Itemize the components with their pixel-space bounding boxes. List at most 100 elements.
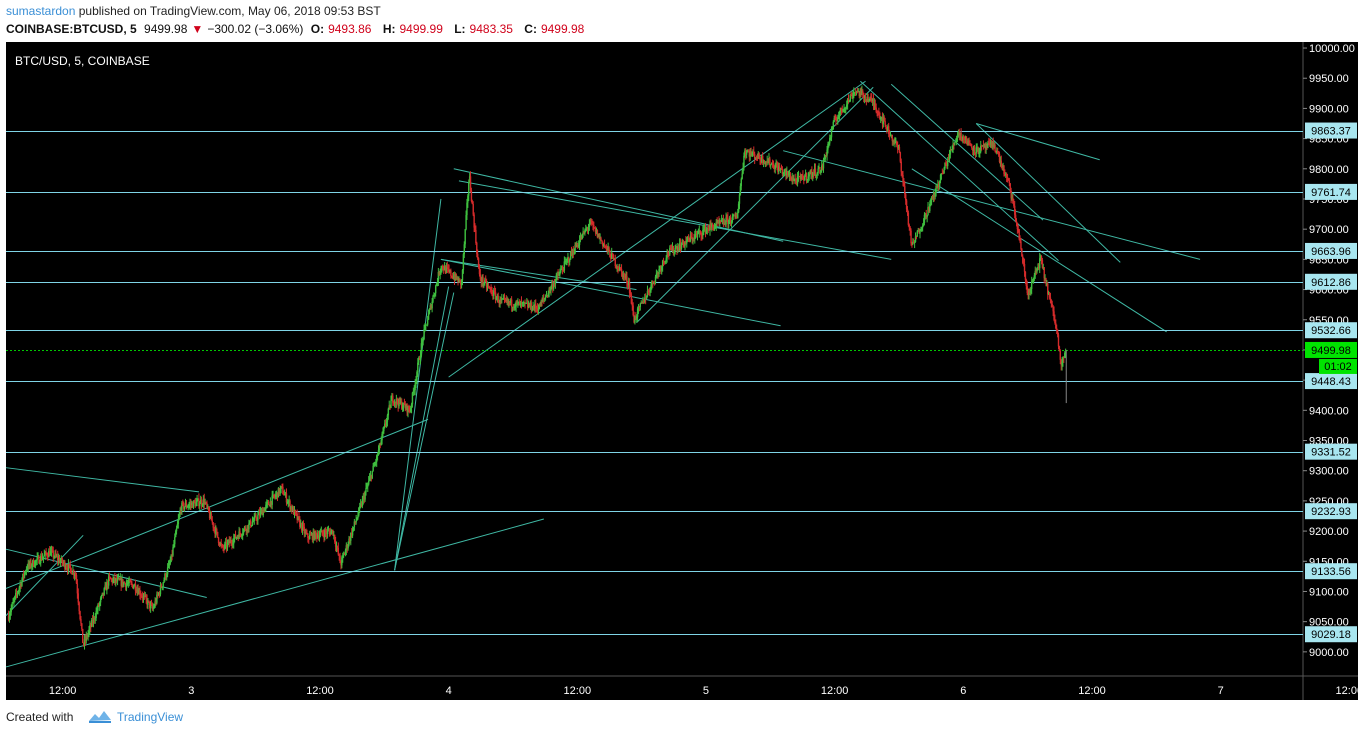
candle-body (707, 228, 709, 230)
candle-body (221, 544, 223, 547)
candle-body (451, 275, 453, 277)
candle-body (865, 99, 868, 102)
candle-body (648, 291, 650, 293)
candle-body (342, 554, 345, 556)
candle-body (624, 276, 626, 278)
candle-body (760, 159, 762, 162)
candle-body (67, 564, 70, 571)
candle-body (283, 494, 286, 496)
price-chart[interactable]: BTC/USD, 5, COINBASE 10000.00 9950.00 9900… (0, 42, 1372, 700)
chart-footer: Created with TradingView (0, 700, 1372, 735)
candle-body (948, 154, 951, 160)
candle-body (300, 523, 303, 531)
candle-body (762, 161, 765, 163)
candle-body (800, 174, 802, 179)
candle-body (142, 595, 145, 599)
candle-body (82, 628, 84, 644)
candle-body (972, 145, 975, 151)
candle-body (840, 107, 843, 110)
candle-body (347, 544, 349, 549)
candle-body (554, 279, 557, 285)
candle-body (882, 117, 885, 124)
candle-body (236, 536, 239, 538)
candle-body (722, 219, 725, 224)
candle-body (120, 578, 122, 586)
candle-body (980, 145, 982, 153)
candle-body (690, 235, 692, 237)
candle-body (437, 271, 440, 283)
candle-body (920, 230, 922, 232)
candle-body (889, 135, 892, 137)
candle-body (784, 170, 786, 172)
candle-body (343, 554, 346, 556)
candle-body (194, 502, 197, 507)
candle-body (779, 166, 781, 170)
candle-body (640, 302, 642, 304)
candle-body (430, 305, 432, 309)
candle-body (512, 306, 515, 308)
candle-body (216, 531, 219, 538)
candle-body (217, 537, 220, 543)
candle-body (689, 235, 692, 242)
candle-body (191, 502, 193, 505)
candle-body (1001, 166, 1003, 168)
candle-body (152, 607, 155, 609)
candle-body (107, 576, 110, 586)
candle-body (163, 579, 165, 583)
candle-body (721, 219, 724, 221)
candle-body (863, 95, 866, 98)
candle-body (896, 141, 898, 146)
candle-body (813, 168, 816, 174)
candle-body (264, 507, 266, 512)
tradingview-logo-icon[interactable] (88, 708, 112, 724)
candle-body (901, 171, 903, 176)
candle-body (275, 492, 278, 495)
candle-body (171, 554, 173, 556)
candle-body (108, 576, 111, 578)
candle-body (724, 223, 726, 225)
author-link[interactable]: sumastardon (6, 4, 76, 18)
candle-body (154, 601, 156, 607)
candle-body (1032, 277, 1035, 282)
candle-body (408, 406, 410, 410)
last-price: 9499.98 (144, 22, 188, 36)
candle-body (1050, 300, 1053, 304)
candle-body (96, 610, 98, 612)
candle-body (643, 298, 645, 303)
candle-body (714, 226, 717, 228)
candle-body (1006, 176, 1009, 179)
candle-body (588, 224, 591, 228)
level-label-box (1305, 322, 1357, 339)
candle-body (43, 554, 46, 557)
level-label-box (1305, 373, 1357, 390)
candle-body (622, 273, 625, 278)
candle-body (157, 592, 160, 596)
candle-body (449, 270, 451, 272)
candle-body (505, 299, 507, 302)
candle-body (966, 143, 969, 146)
candle-body (818, 167, 820, 169)
candle-body (1057, 334, 1060, 347)
candle-body (649, 290, 651, 293)
candle-body (939, 174, 942, 181)
candle-body (949, 149, 952, 155)
candle-body (421, 340, 423, 344)
candle-body (703, 229, 705, 231)
candle-body (780, 168, 783, 170)
candle-body (845, 107, 847, 109)
candle-body (989, 141, 992, 145)
chart-header: sumastardon published on TradingView.com… (0, 0, 1372, 42)
candle-body (1047, 293, 1050, 295)
candle-body (302, 524, 305, 527)
candle-body (440, 268, 442, 271)
candle-body (424, 325, 426, 330)
candle-body (998, 153, 1001, 162)
candle-body (377, 449, 380, 455)
candle-body (235, 537, 238, 539)
candle-body (925, 213, 927, 218)
candle-body (913, 242, 915, 244)
tradingview-link[interactable]: TradingView (117, 710, 184, 724)
candle-body (1023, 263, 1026, 272)
level-label-box (1305, 273, 1357, 290)
candle-body (817, 168, 819, 173)
